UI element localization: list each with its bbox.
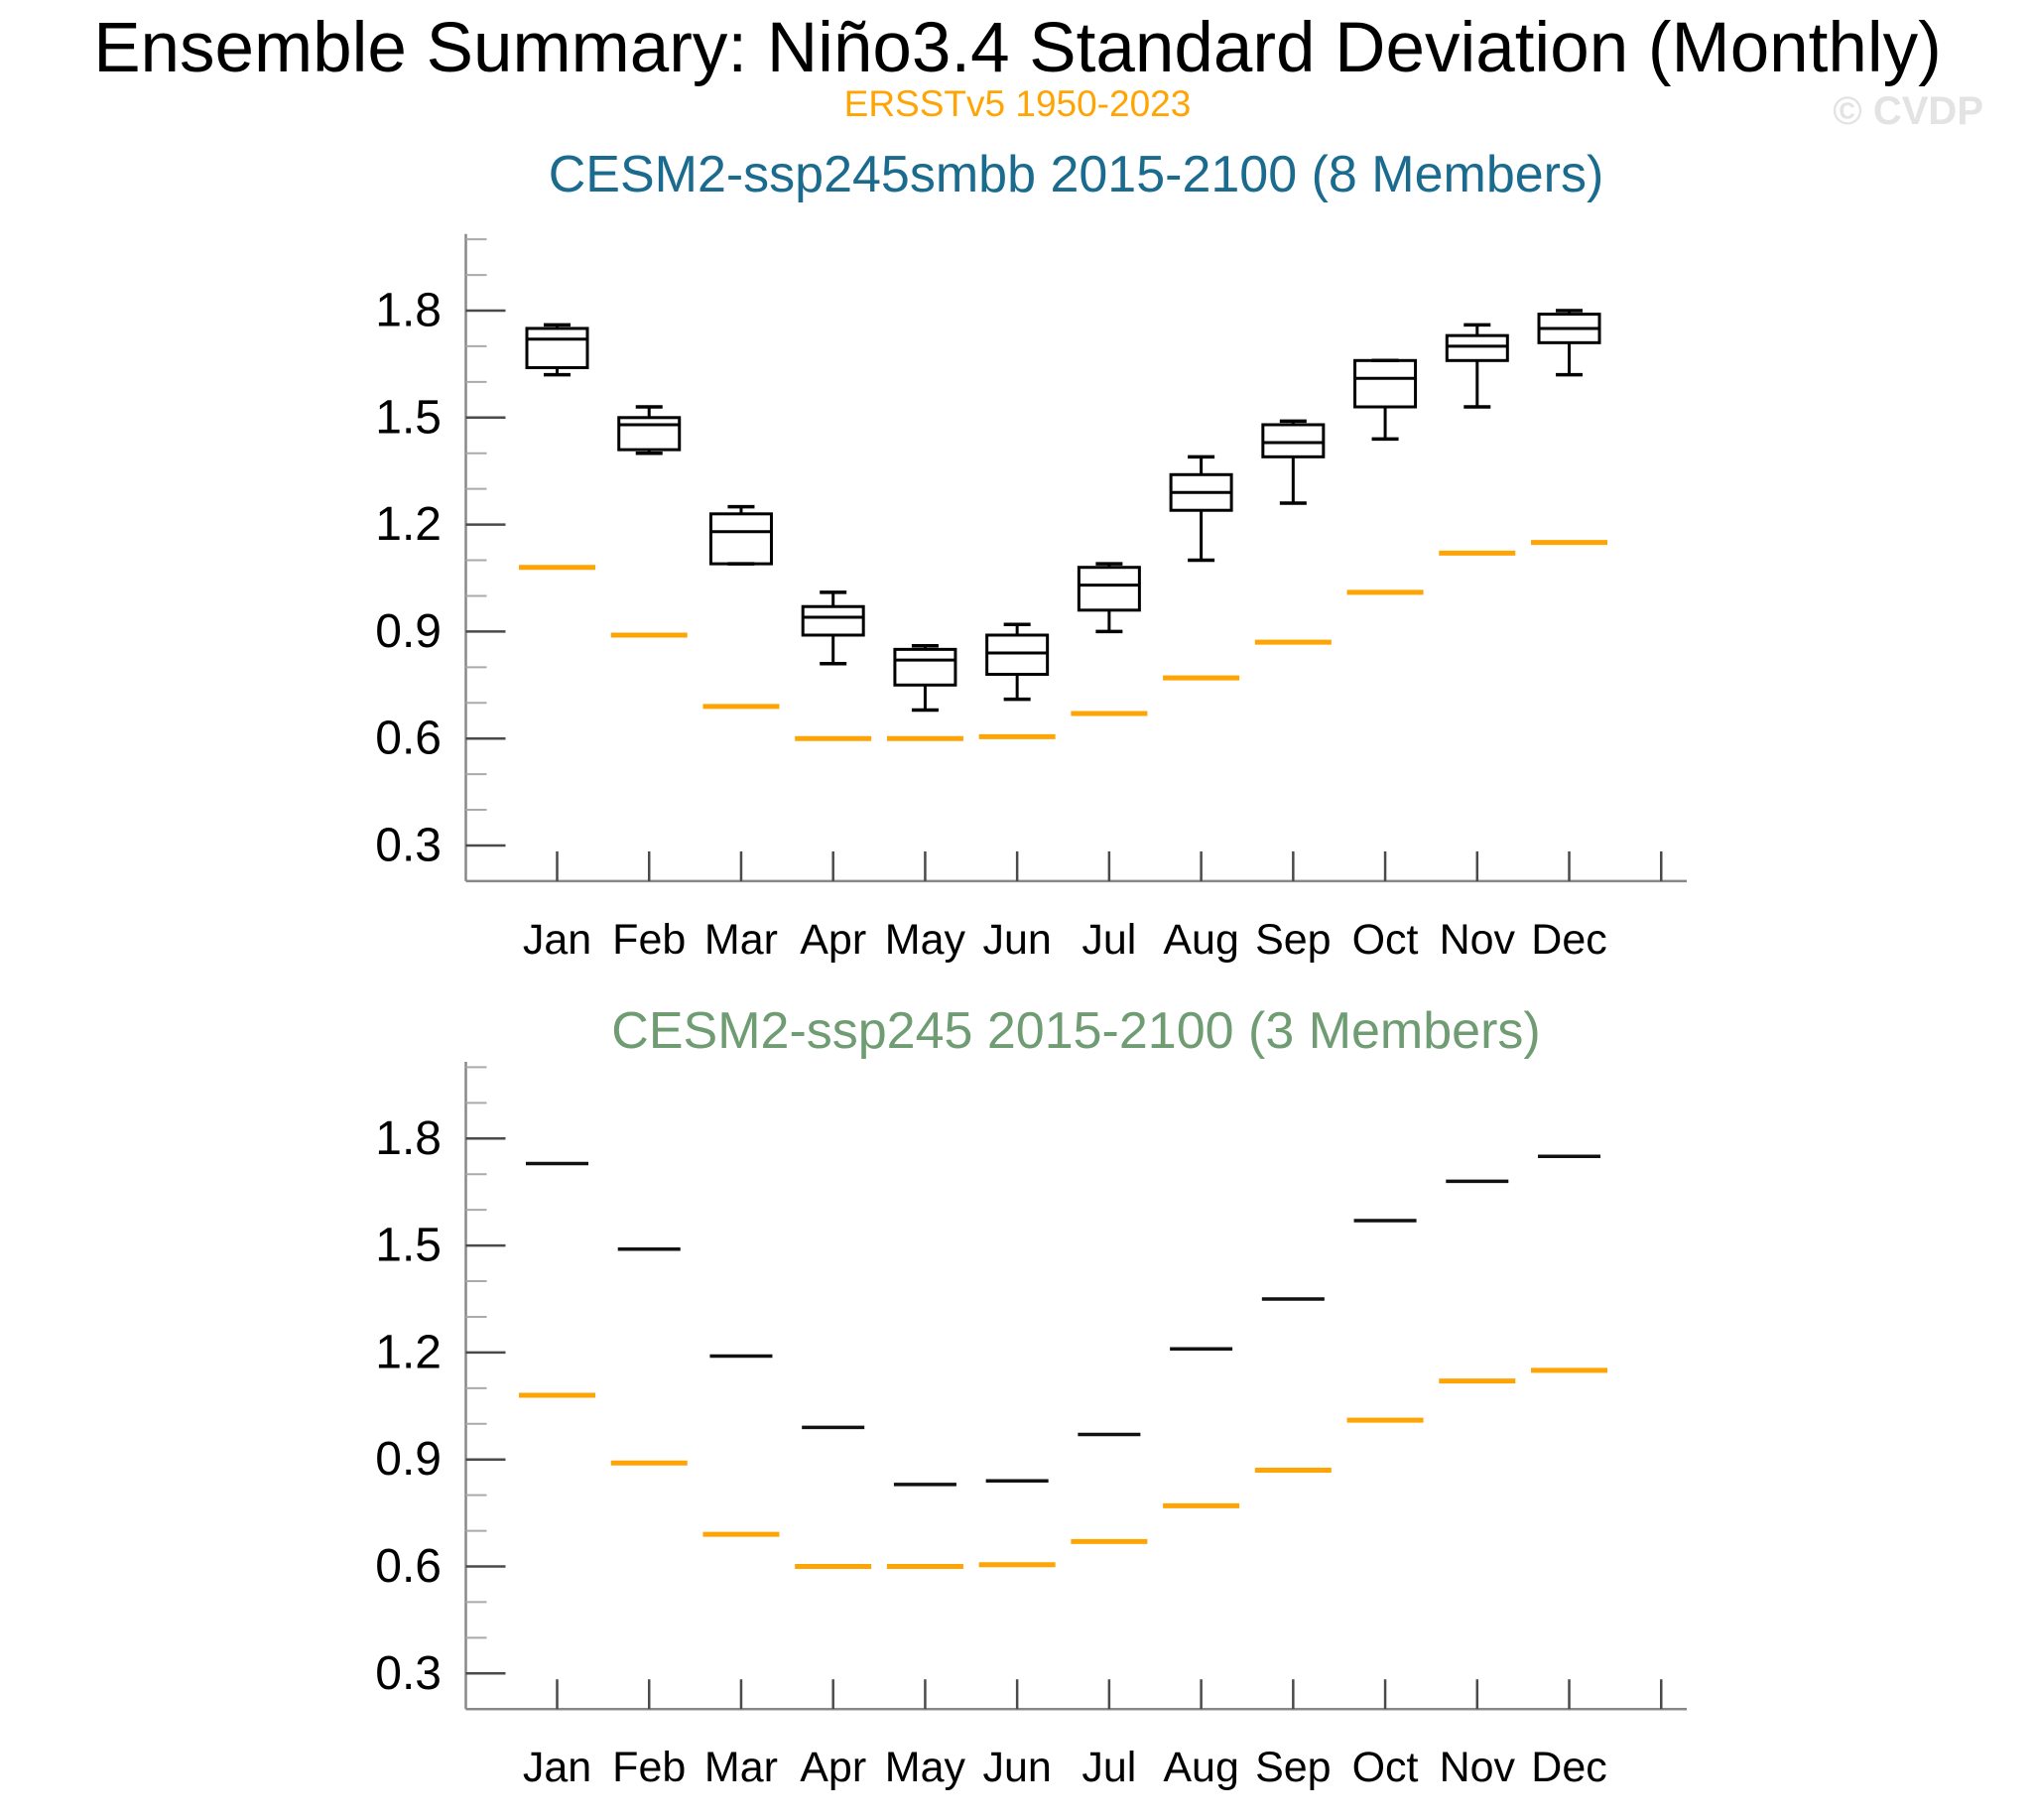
y-tick-label: 0.9 [375,1433,442,1486]
month-label: Jul [1081,1744,1136,1791]
y-tick-label: 1.8 [375,1112,442,1165]
month-label: Aug [1163,1744,1239,1791]
box-iqr [801,604,865,637]
month-label: Jul [1081,916,1136,964]
month-label: Nov [1440,1744,1516,1791]
box-iqr [893,647,957,687]
y-tick-label: 0.9 [375,605,442,658]
month-label: Feb [612,916,686,964]
month-label: Jan [523,1744,591,1791]
box-iqr [708,512,773,566]
y-tick-label: 1.5 [375,1220,442,1272]
month-label: Jun [982,916,1051,964]
month-label: Dec [1531,916,1606,964]
month-label: Mar [704,1744,778,1791]
box-iqr [1353,358,1418,409]
page-title: Ensemble Summary: Niño3.4 Standard Devia… [93,9,1942,87]
month-label: Jun [982,1744,1051,1791]
box-iqr [525,326,589,369]
month-label: Aug [1163,916,1239,964]
month-label: May [885,1744,966,1791]
month-label: Apr [800,916,866,964]
month-label: Sep [1255,916,1332,964]
box-iqr [985,633,1050,677]
month-label: Mar [704,916,778,964]
cvdp-watermark: © CVDP [1833,89,1983,133]
box-iqr [1261,423,1326,458]
obs-subtitle: ERSSTv5 1950-2023 [843,83,1192,124]
box-iqr [617,416,682,452]
month-label: May [885,916,966,964]
month-label: Apr [800,1744,866,1791]
box-iqr [1445,333,1509,362]
panel1-title: CESM2-ssp245smbb 2015-2100 (8 Members) [548,146,1604,203]
box-iqr [1077,566,1141,612]
y-tick-label: 1.5 [375,391,442,444]
y-tick-label: 0.6 [375,1540,442,1593]
month-label: Feb [612,1744,686,1791]
month-label: Oct [1352,916,1419,964]
month-label: Jan [523,916,591,964]
y-tick-label: 0.6 [375,713,442,765]
y-tick-label: 1.2 [375,498,442,551]
panel2-title: CESM2-ssp245 2015-2100 (3 Members) [611,1002,1541,1060]
month-label: Oct [1352,1744,1419,1791]
y-tick-label: 0.3 [375,819,442,871]
y-tick-label: 1.2 [375,1326,442,1378]
y-tick-label: 0.3 [375,1647,442,1700]
month-label: Sep [1255,1744,1332,1791]
month-label: Dec [1531,1744,1606,1791]
y-tick-label: 1.8 [375,285,442,337]
month-label: Nov [1440,916,1516,964]
